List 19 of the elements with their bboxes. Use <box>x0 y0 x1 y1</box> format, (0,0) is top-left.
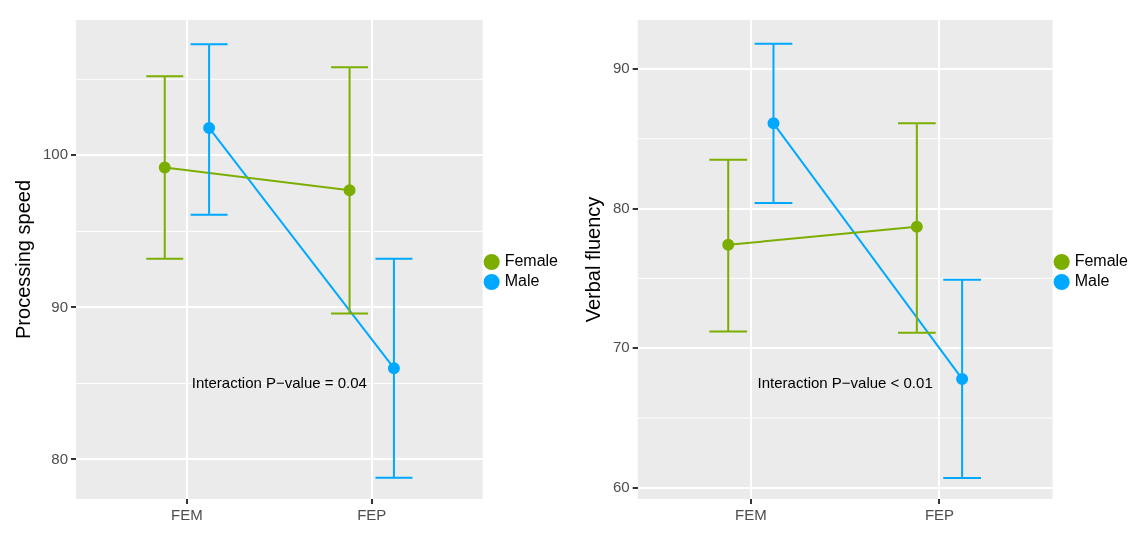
x-tick-label: FEP <box>357 506 387 524</box>
annotation: Interaction P−value = 0.04 <box>191 374 367 392</box>
y-tick-label: 80 <box>51 449 69 467</box>
y-tick-label: 80 <box>613 198 630 216</box>
annotation: Interaction P−value < 0.01 <box>757 374 933 392</box>
x-tick-label: FEM <box>171 506 203 524</box>
y-tick-label: 100 <box>43 145 69 163</box>
legend-label: Female <box>504 252 559 270</box>
y-tick-label: 70 <box>613 338 630 356</box>
y-tick-label: 90 <box>51 297 69 315</box>
y-axis-title: Processing speed <box>11 180 34 339</box>
x-tick-label: FEM <box>735 506 767 524</box>
y-tick-label: 60 <box>613 477 630 495</box>
legend-label: Male <box>1074 272 1110 290</box>
legend-label: Male <box>504 272 540 290</box>
legend-label: Female <box>1074 252 1129 270</box>
y-axis-title: Verbal fluency <box>581 196 604 323</box>
x-tick-label: FEP <box>924 506 955 524</box>
y-tick-label: 90 <box>613 59 630 77</box>
